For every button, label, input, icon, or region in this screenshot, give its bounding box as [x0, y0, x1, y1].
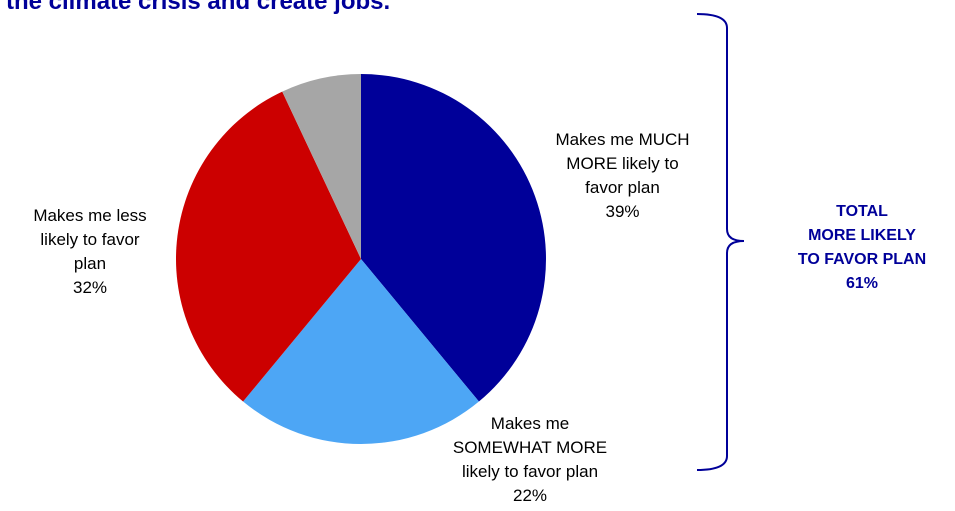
slice-label-line: SOMEWHAT MORE [452, 438, 608, 457]
pie-slice-other [282, 74, 361, 259]
pie-slice-somewhat-more-likely [243, 259, 479, 444]
chart-title: the climate crisis and create jobs. [6, 0, 391, 15]
pie-slice-less-likely [176, 91, 361, 402]
annotation-line: TO FAVOR PLAN [797, 251, 927, 268]
slice-label-somewhat-more-likely: Makes me SOMEWHAT MORE likely to favor p… [430, 412, 630, 508]
slice-value-label: 32% [72, 278, 108, 297]
annotation-line: 61% [845, 275, 879, 292]
total-more-likely-annotation: TOTAL MORE LIKELY TO FAVOR PLAN 61% [762, 200, 955, 296]
pie-slice-much-more-likely [361, 74, 547, 402]
slice-value-label: 22% [512, 486, 548, 505]
slice-label-line: likely to favor plan [461, 462, 599, 481]
slice-label-line: likely to favor [40, 230, 140, 249]
annotation-line: TOTAL [836, 203, 888, 220]
slice-label-line: Makes me [490, 414, 570, 433]
annotation-line: MORE LIKELY [808, 227, 916, 244]
slice-label-line: MORE likely to [566, 154, 679, 173]
slice-label-much-more-likely: Makes me MUCH MORE likely to favor plan … [520, 128, 725, 224]
slice-label-line: Makes me less [33, 206, 147, 225]
slice-label-line: favor plan [585, 178, 660, 197]
slice-label-line: plan [73, 254, 107, 273]
grouping-brace [696, 13, 745, 471]
slice-label-less-likely: Makes me less likely to favor plan 32% [0, 204, 180, 300]
slice-label-line: Makes me MUCH [555, 130, 690, 149]
slice-value-label: 39% [605, 202, 640, 221]
